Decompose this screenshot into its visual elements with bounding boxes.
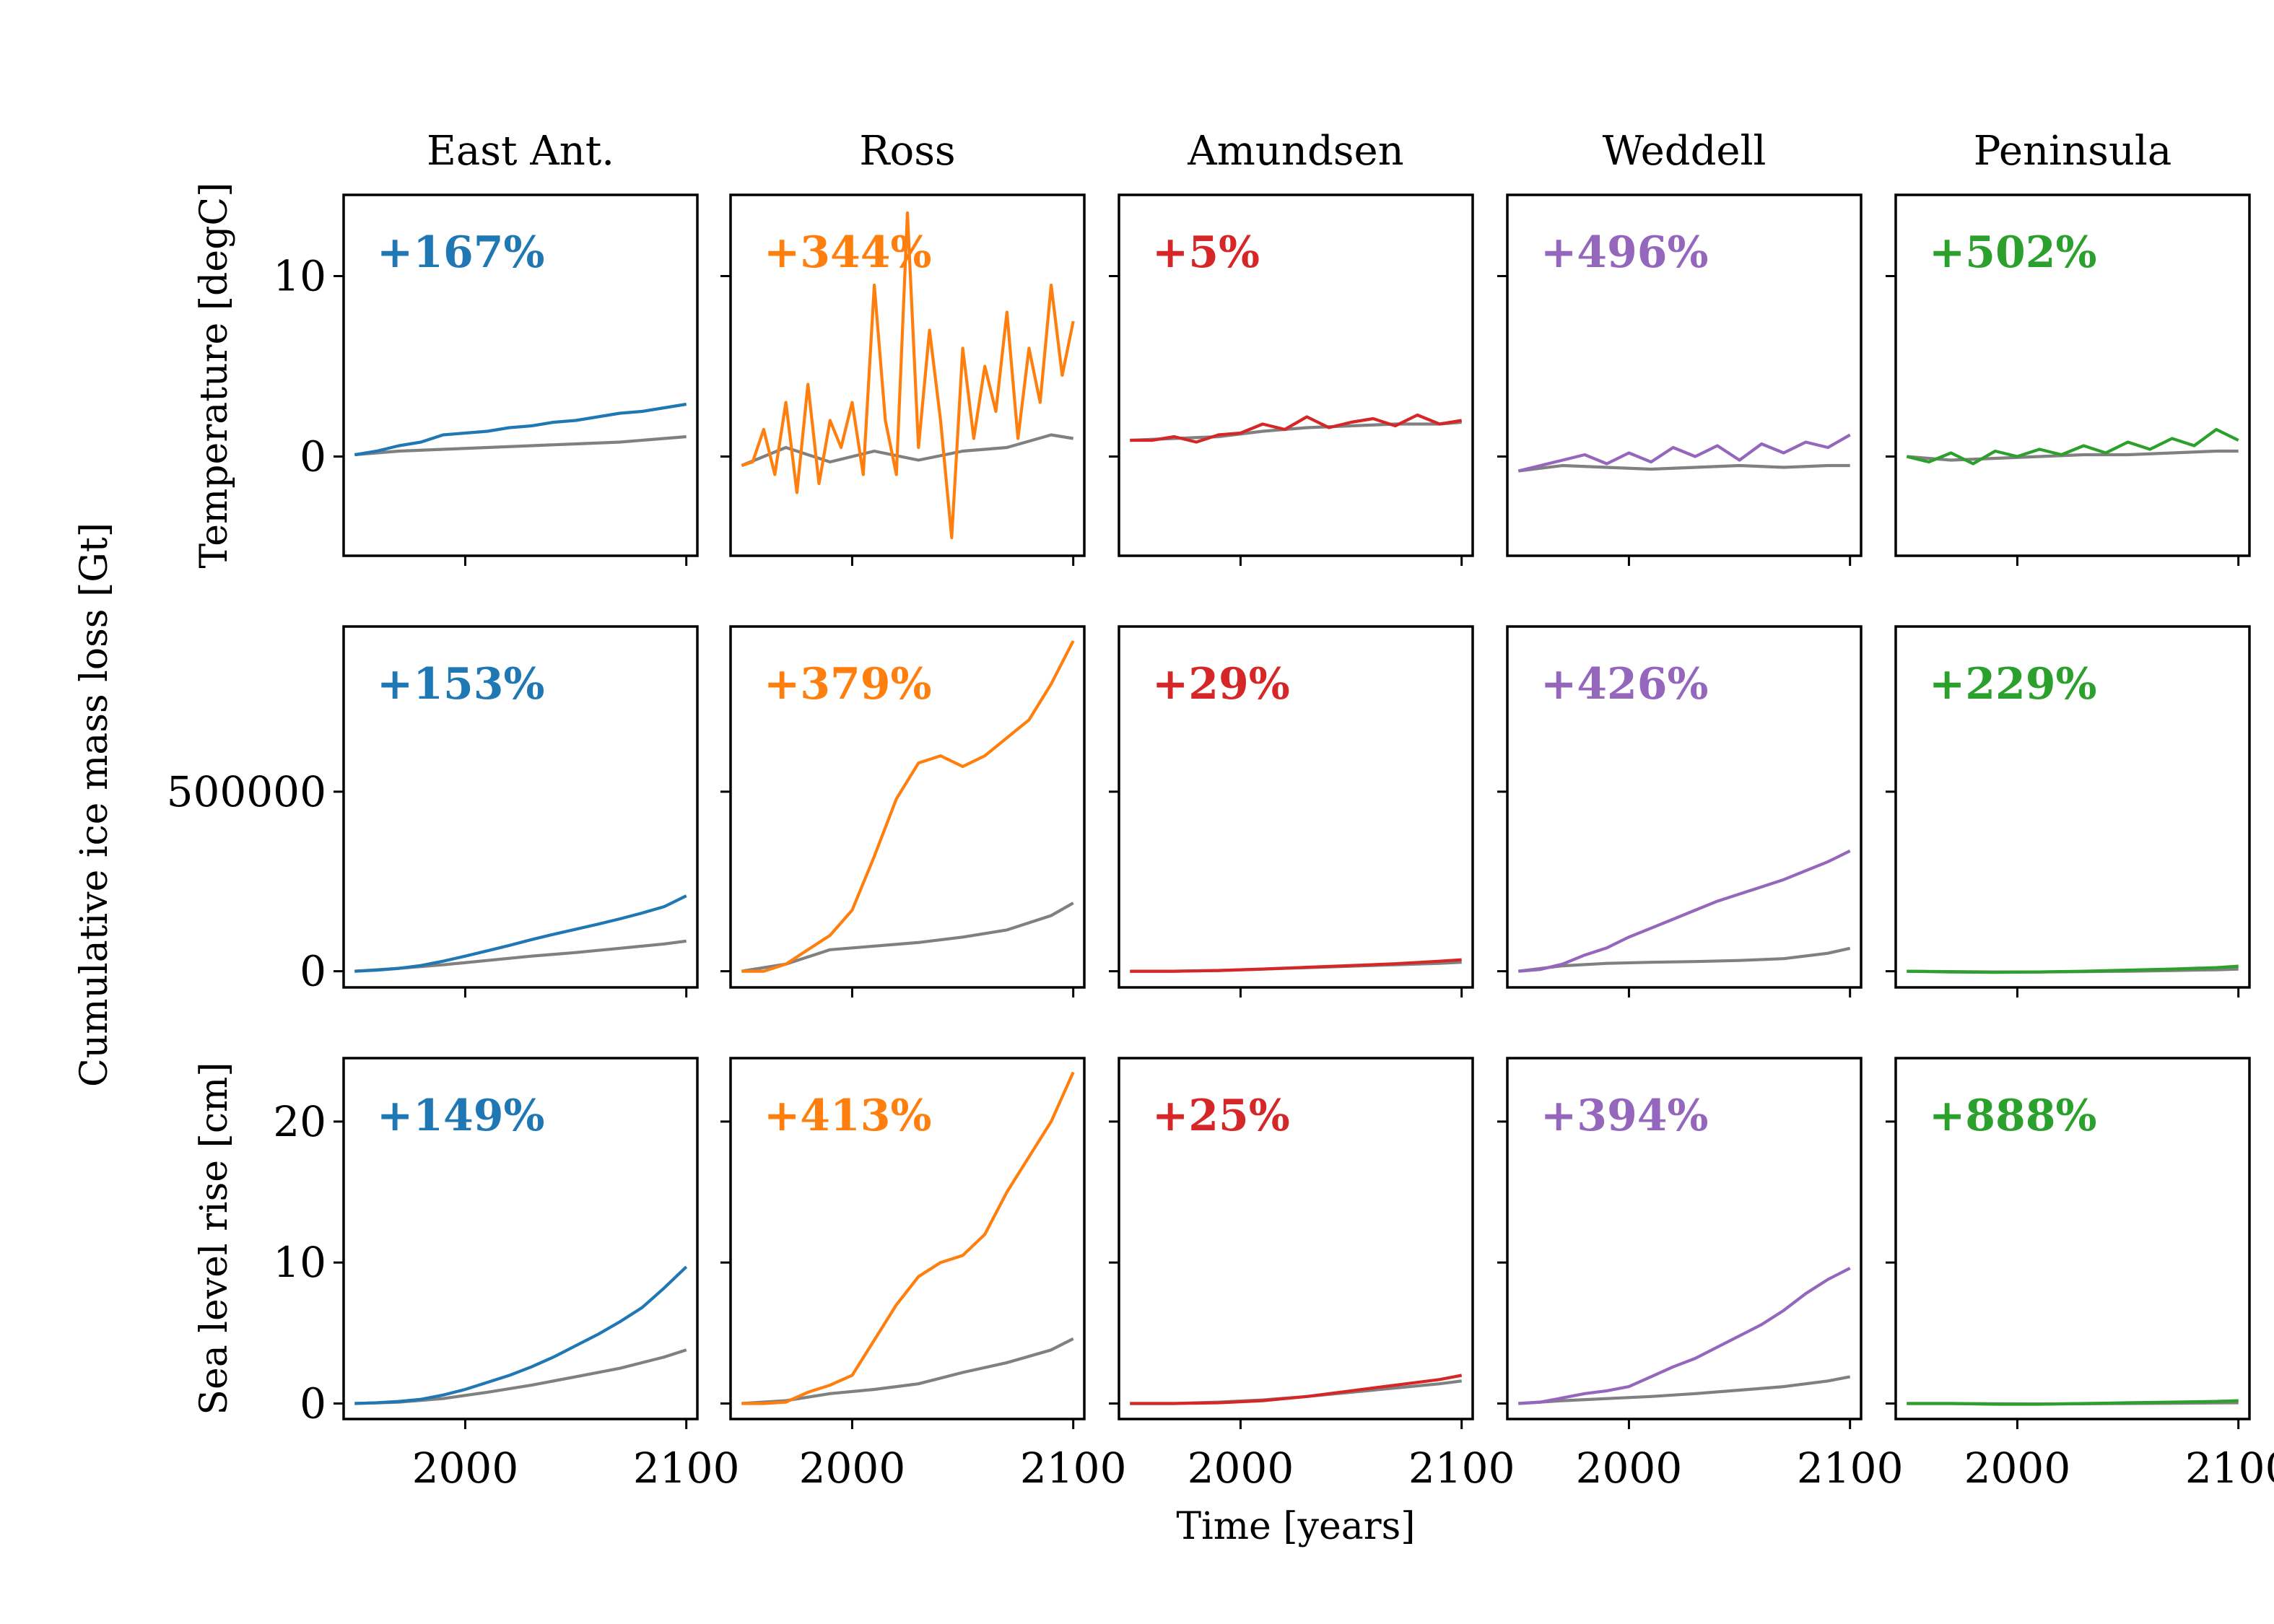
y-tick-label: 10 <box>273 252 326 301</box>
series-line-region <box>1907 964 2239 974</box>
series-line-region <box>1907 1399 2239 1406</box>
column-title-3: Weddell <box>1603 128 1767 175</box>
panel-frame <box>1506 1057 1863 1420</box>
panel-frame <box>1118 1057 1474 1420</box>
y-tick-label: 0 <box>300 432 326 481</box>
panel-r1-c1: +379% <box>720 625 1086 997</box>
series-line-baseline <box>1518 1375 1851 1405</box>
panel-frame <box>1118 625 1474 989</box>
panel-r2-c1: 2000 2100 +413% <box>720 1057 1127 1493</box>
percent-change-label: +344% <box>764 227 932 278</box>
percent-change-label: +888% <box>1929 1091 2097 1141</box>
panel-r1-c3: +426% <box>1497 625 1863 997</box>
x-tick-label: 2100 <box>1408 1444 1515 1493</box>
series-line-region <box>1518 850 1851 973</box>
x-tick-label: 2000 <box>1188 1444 1294 1493</box>
panel-frame <box>729 193 1086 557</box>
x-tick-label: 2100 <box>633 1444 740 1493</box>
percent-change-label: +5% <box>1152 227 1260 278</box>
series-line-region <box>741 211 1075 540</box>
percent-change-label: +229% <box>1929 659 2097 710</box>
series-line-baseline <box>741 902 1074 973</box>
x-tick-label: 2000 <box>1964 1444 2071 1493</box>
percent-change-label: +149% <box>377 1091 545 1141</box>
panel-r2-c3: 2000 2100 +394% <box>1497 1057 1904 1493</box>
series-line-baseline <box>1130 420 1462 442</box>
series-line-region <box>741 1071 1075 1405</box>
panel-r1-c2: +29% <box>1109 625 1474 997</box>
y-tick-label: 500000 <box>167 767 326 816</box>
panel-frame <box>342 193 699 557</box>
row-ylabel-0: Temperature [degC] <box>193 183 236 569</box>
percent-change-label: +29% <box>1152 659 1290 710</box>
column-title-0: East Ant. <box>427 128 614 175</box>
x-tick-label: 2100 <box>2185 1444 2274 1493</box>
series-line-region <box>1130 958 1462 973</box>
series-line-baseline <box>354 435 687 457</box>
series-line-region <box>354 894 687 973</box>
percent-change-label: +413% <box>764 1091 932 1141</box>
panel-r1-c0: 0 500000 +153% <box>167 625 699 997</box>
column-title-4: Peninsula <box>1974 128 2171 175</box>
series-line-region <box>1130 1374 1463 1405</box>
panel-frame <box>729 1057 1086 1420</box>
panel-frame <box>1506 625 1863 989</box>
panel-r2-c2: 2000 2100 +25% <box>1109 1057 1515 1493</box>
panel-r2-c4: 2000 2100 +888% <box>1886 1057 2274 1493</box>
series-line-baseline <box>1518 463 1850 473</box>
x-tick-label: 2100 <box>1020 1444 1127 1493</box>
percent-change-label: +394% <box>1541 1091 1709 1141</box>
series-line-region <box>1518 1267 1851 1405</box>
series-line-region <box>1906 427 2239 466</box>
series-line-baseline <box>1518 946 1851 973</box>
percent-change-label: +167% <box>377 227 545 278</box>
panel-frame <box>1118 193 1474 557</box>
x-tick-label: 2000 <box>799 1444 906 1493</box>
panel-r0-c0: 0 10 +167% <box>273 193 699 566</box>
series-line-region <box>741 639 1075 973</box>
column-title-2: Amundsen <box>1187 128 1403 175</box>
percent-change-label: +153% <box>377 659 545 710</box>
series-line-baseline <box>354 1348 687 1405</box>
y-tick-label: 0 <box>300 947 326 996</box>
percent-change-label: +25% <box>1152 1091 1290 1141</box>
panel-frame <box>1894 193 2251 557</box>
panel-frame <box>342 625 699 989</box>
y-tick-label: 10 <box>273 1238 326 1287</box>
y-tick-label: 20 <box>273 1097 326 1146</box>
series-line-baseline <box>741 1337 1074 1405</box>
y-tick-label: 0 <box>300 1379 326 1428</box>
panel-frame <box>1894 1057 2251 1420</box>
panel-frame <box>1894 625 2251 989</box>
x-axis-label: Time [years] <box>1176 1505 1415 1548</box>
percent-change-label: +379% <box>764 659 932 710</box>
panel-r0-c1: +344% <box>720 193 1086 566</box>
panel-r0-c2: +5% <box>1109 193 1474 566</box>
shared-ylabel: Cumulative ice mass loss [Gt] <box>73 523 116 1087</box>
percent-change-label: +496% <box>1541 227 1709 278</box>
panel-r0-c4: +502% <box>1886 193 2251 566</box>
panel-r2-c0: 0 10 20 2000 2100 +149% <box>273 1057 740 1493</box>
row-ylabel-2: Sea level rise [cm] <box>193 1062 236 1415</box>
panel-r1-c4: +229% <box>1886 625 2251 997</box>
series-line-region <box>1517 433 1851 473</box>
panel-frame <box>342 1057 699 1420</box>
series-line-region <box>354 402 687 457</box>
column-title-1: Ross <box>859 128 955 175</box>
panel-grid: East Ant. Ross Amundsen Weddell Peninsula Tem… <box>167 128 2274 1493</box>
panel-frame <box>729 625 1086 989</box>
panel-r0-c3: +496% <box>1497 193 1863 566</box>
series-line-region <box>354 1265 688 1405</box>
percent-change-label: +502% <box>1929 227 2097 278</box>
x-tick-label: 2000 <box>412 1444 519 1493</box>
percent-change-label: +426% <box>1541 659 1709 710</box>
x-tick-label: 2000 <box>1576 1444 1683 1493</box>
x-tick-label: 2100 <box>1797 1444 1904 1493</box>
series-line-region <box>1130 413 1463 444</box>
panel-frame <box>1506 193 1863 557</box>
